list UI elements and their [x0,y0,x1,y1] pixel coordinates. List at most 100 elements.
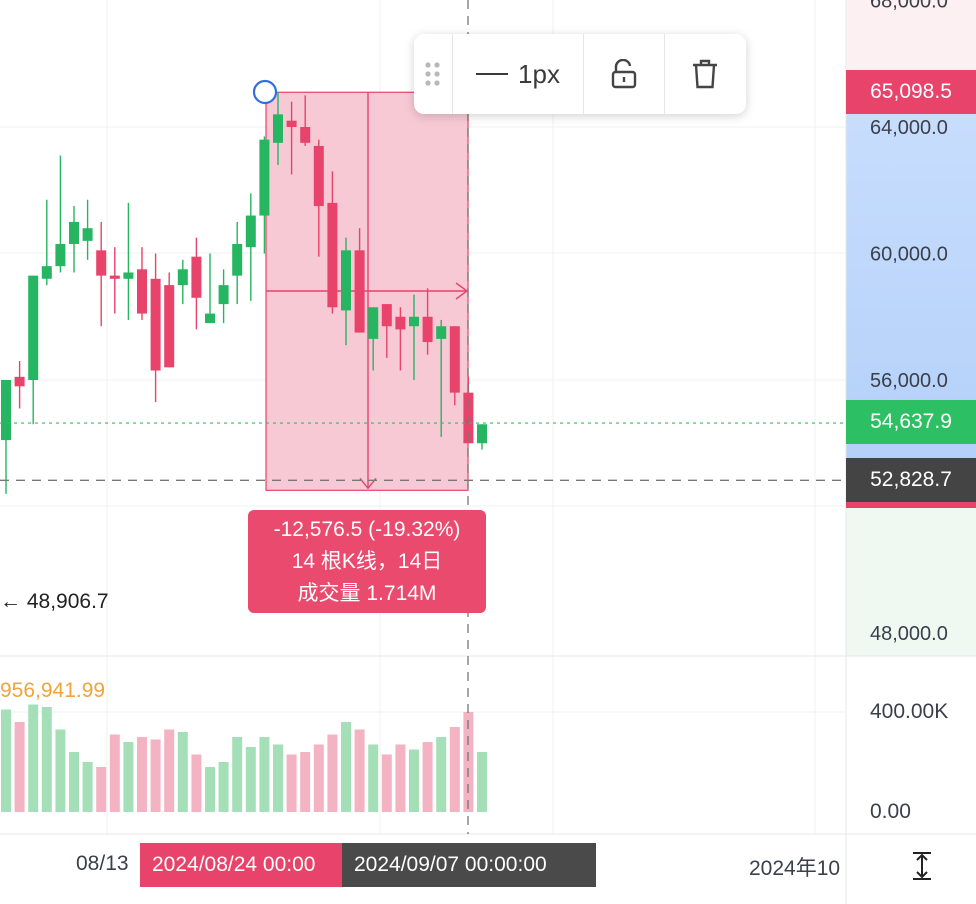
auto-scale-icon[interactable] [900,848,944,884]
candle-body-6 [82,228,93,241]
candle-body-17 [232,244,243,276]
candle-body-29 [395,316,406,330]
candle-body-7 [96,250,107,276]
price-tick-0: 68,000.0 [870,0,948,13]
candle-body-12 [164,285,175,368]
volume-bar-29 [395,744,406,812]
candle-body-11 [150,278,161,371]
price-tick-3: 56,000.0 [870,370,948,392]
volume-bar-35 [477,752,487,812]
measure-change: -12,576.5 (-19.32%) [273,517,461,541]
line-width-icon [476,73,509,75]
candle-body-14 [191,256,202,298]
measure-volume: 成交量 1.714M [297,581,437,605]
candle-body-20 [273,114,283,143]
candle-body-1 [14,376,25,387]
candle-body-3 [41,266,52,279]
volume-bar-23 [313,744,324,812]
volume-bar-5 [69,752,79,812]
volume-bar-32 [436,737,447,812]
range-start-label: 2024/08/24 00:00 [140,843,342,887]
volume-bar-21 [286,754,297,812]
time-tick-0813: 08/13 [76,852,129,875]
volume-bar-31 [422,742,433,812]
trash-icon[interactable] [665,34,745,114]
measure-info-box: -12,576.5 (-19.32%) 14 根K线，14日 成交量 1.714… [248,510,486,613]
volume-bar-3 [41,707,52,812]
volume-bar-15 [205,767,215,812]
volume-bar-6 [82,762,93,812]
range-end-label: 2024/09/07 00:00:00 [342,843,596,887]
price-axis-band-bottom [846,492,976,656]
candle-body-30 [409,316,419,327]
volume-bar-34 [463,712,474,812]
candle-body-13 [177,269,188,286]
volume-series [1,704,487,812]
candle-body-23 [313,145,324,207]
volume-bar-13 [177,732,188,812]
volume-bar-25 [341,722,351,812]
volume-bar-8 [109,734,120,812]
candlestick-series [1,92,487,494]
measure-bars: 14 根K线，14日 [291,549,443,573]
volume-bar-12 [164,729,175,812]
volume-bar-0 [1,709,11,812]
candle-body-2 [28,275,39,380]
candle-body-31 [422,316,433,343]
unlock-icon[interactable] [584,34,665,114]
volume-bar-26 [354,729,365,812]
candle-body-16 [218,285,229,305]
volume-bar-14 [191,754,202,812]
candle-body-26 [354,250,365,333]
volume-bar-30 [409,749,419,812]
candle-body-35 [477,424,487,444]
low-price-marker: ← 48,906.7 [0,590,109,613]
volume-bar-28 [381,754,392,812]
price-axis-ticks: 68,000.0 64,000.0 60,000.0 56,000.0 48,000.0 [870,0,948,645]
price-tick-1: 64,000.0 [870,117,948,139]
volume-bar-1 [14,722,25,812]
current-price-label: 54,637.9 [846,400,976,444]
drawing-toolbar: 1px [414,34,746,114]
candle-body-22 [300,127,311,143]
volume-bar-33 [449,727,460,812]
volume-bar-9 [123,742,134,812]
drag-handle-icon[interactable] [414,34,453,114]
volume-bar-24 [327,734,338,812]
volume-value: 956,941.99 [0,679,106,702]
candle-body-19 [259,139,270,216]
measure-anchor-handle [252,79,278,105]
candle-body-32 [436,326,447,339]
volume-bar-11 [150,739,161,812]
line-width-label: 1px [518,58,560,89]
candle-body-4 [55,244,66,267]
volume-tick-bottom: 0.00 [870,800,911,823]
cursor-price-label: 52,828.7 [846,458,976,508]
price-lines [0,0,846,834]
time-tick-2024-10: 2024年10 [749,857,841,880]
candle-body-25 [341,250,351,311]
price-tick-4: 48,000.0 [870,623,948,645]
volume-bar-2 [28,704,39,812]
candle-body-33 [449,326,460,393]
price-tick-2: 60,000.0 [870,244,948,266]
candle-body-28 [381,304,392,327]
candle-body-0 [1,380,11,441]
line-width-button[interactable]: 1px [453,34,584,114]
candle-body-9 [123,272,134,279]
volume-bar-4 [55,729,66,812]
volume-bar-18 [245,747,256,812]
volume-bar-16 [218,762,229,812]
measure-top-price-label: 65,098.5 [846,70,976,114]
volume-bar-10 [137,737,147,812]
volume-bar-20 [273,744,283,812]
candle-body-24 [327,202,338,308]
candle-body-18 [245,215,256,248]
candle-body-27 [368,307,379,339]
candle-body-5 [69,221,79,245]
measure-vertical-arrowhead [359,477,377,490]
volume-tick-top: 400.00K [870,700,949,723]
candle-body-15 [205,313,215,324]
volume-bar-17 [232,737,243,812]
